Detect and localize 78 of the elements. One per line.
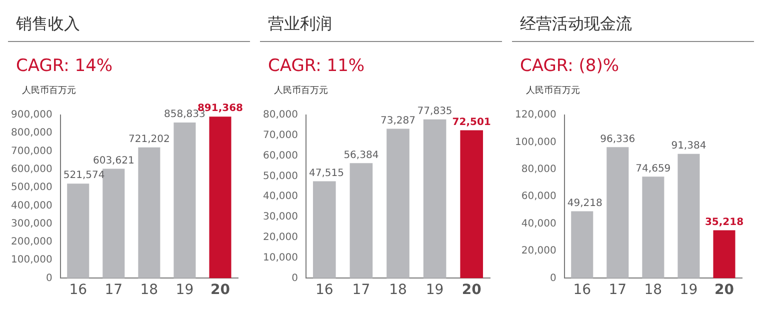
x-tick-label: 17 bbox=[104, 282, 123, 298]
y-tick-label: 80,000 bbox=[521, 164, 556, 175]
bar bbox=[67, 184, 90, 278]
y-tick-label: 300,000 bbox=[10, 218, 52, 230]
bar bbox=[350, 163, 373, 278]
y-tick-label: 40,000 bbox=[521, 218, 556, 230]
x-tick-label: 19 bbox=[426, 282, 444, 298]
y-tick-label: 20,000 bbox=[262, 232, 298, 243]
bar bbox=[138, 147, 160, 278]
data-label: 91,384 bbox=[671, 140, 706, 152]
y-tick-label: 0 bbox=[550, 272, 556, 284]
y-axis-title: 人民币百万元 bbox=[525, 84, 581, 97]
y-tick-label: 900,000 bbox=[10, 110, 52, 121]
bar bbox=[642, 176, 664, 278]
x-tick-label: 20 bbox=[210, 282, 230, 298]
y-tick-label: 40,000 bbox=[262, 191, 298, 202]
bar bbox=[713, 230, 736, 278]
y-tick-label: 0 bbox=[292, 272, 298, 284]
x-tick-label: 18 bbox=[140, 282, 158, 298]
y-tick-label: 60,000 bbox=[262, 150, 298, 162]
y-tick-label: 30,000 bbox=[262, 212, 298, 223]
y-tick-label: 500,000 bbox=[10, 182, 52, 194]
y-tick-label: 60,000 bbox=[521, 191, 556, 202]
x-tick-label: 18 bbox=[389, 282, 407, 298]
y-tick-label: 100,000 bbox=[514, 136, 556, 148]
y-tick-label: 70,000 bbox=[262, 130, 298, 141]
data-label: 72,501 bbox=[452, 116, 491, 128]
y-axis-title: 人民币百万元 bbox=[21, 84, 77, 97]
bar bbox=[312, 181, 336, 278]
data-label: 73,287 bbox=[380, 115, 416, 126]
bar bbox=[102, 168, 125, 278]
y-tick-label: 20,000 bbox=[521, 246, 556, 257]
data-label: 74,659 bbox=[636, 163, 671, 174]
chart-subtitle: CAGR: 11% bbox=[267, 55, 366, 76]
y-tick-label: 100,000 bbox=[10, 254, 52, 266]
x-tick-label: 19 bbox=[176, 282, 194, 298]
chart-title: 经营活动现金流 bbox=[512, 8, 754, 42]
data-label: 721,202 bbox=[128, 134, 170, 146]
y-tick-label: 800,000 bbox=[10, 128, 52, 139]
data-label: 603,621 bbox=[92, 155, 134, 166]
bar bbox=[678, 154, 700, 278]
data-label: 77,835 bbox=[417, 106, 452, 118]
x-tick-label: 19 bbox=[680, 282, 698, 298]
chart-title: 销售收入 bbox=[8, 8, 250, 42]
x-tick-label: 16 bbox=[69, 282, 88, 298]
data-label: 96,336 bbox=[600, 134, 636, 145]
y-axis-title: 人民币百万元 bbox=[273, 84, 329, 97]
x-tick-label: 17 bbox=[352, 282, 370, 298]
x-tick-label: 18 bbox=[644, 282, 662, 298]
bar bbox=[209, 116, 232, 278]
y-tick-label: 50,000 bbox=[262, 170, 298, 182]
y-tick-label: 0 bbox=[46, 272, 52, 284]
data-label: 49,218 bbox=[567, 198, 602, 209]
bar bbox=[386, 128, 410, 278]
data-label: 56,384 bbox=[344, 150, 379, 161]
bar bbox=[423, 119, 446, 278]
bar bbox=[174, 122, 196, 278]
bar bbox=[606, 147, 629, 278]
chart-title: 营业利润 bbox=[260, 8, 502, 42]
chart-subtitle: CAGR: (8)% bbox=[519, 55, 620, 76]
bar bbox=[460, 130, 484, 278]
y-tick-label: 200,000 bbox=[10, 236, 52, 248]
y-tick-label: 700,000 bbox=[10, 146, 52, 157]
x-tick-label: 16 bbox=[315, 282, 334, 298]
bar bbox=[571, 211, 594, 278]
x-tick-label: 20 bbox=[462, 282, 482, 298]
x-tick-label: 20 bbox=[714, 282, 734, 298]
y-tick-label: 400,000 bbox=[10, 200, 52, 212]
x-tick-label: 17 bbox=[608, 282, 627, 298]
y-tick-label: 10,000 bbox=[262, 252, 298, 264]
y-tick-label: 120,000 bbox=[514, 110, 556, 121]
data-label: 521,574 bbox=[63, 170, 105, 182]
y-tick-label: 80,000 bbox=[262, 110, 298, 121]
x-tick-label: 16 bbox=[573, 282, 592, 298]
y-tick-label: 600,000 bbox=[10, 164, 52, 175]
chart-subtitle: CAGR: 14% bbox=[15, 55, 114, 76]
data-label: 35,218 bbox=[704, 216, 744, 228]
data-label: 47,515 bbox=[308, 168, 344, 179]
